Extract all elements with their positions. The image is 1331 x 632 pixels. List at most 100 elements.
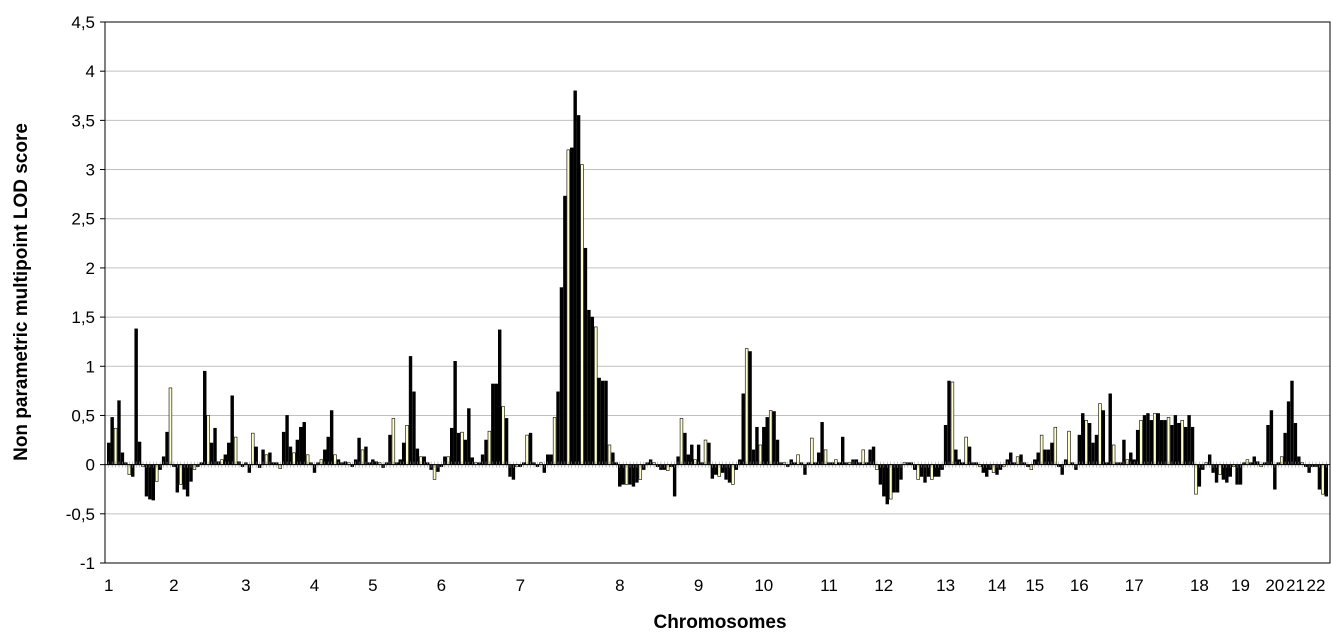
bar <box>1101 410 1106 465</box>
bar <box>810 437 814 465</box>
bar <box>1149 420 1154 465</box>
bar <box>484 439 488 465</box>
bar <box>762 426 766 465</box>
bar <box>892 464 896 493</box>
bar <box>1273 464 1277 490</box>
bar <box>230 395 234 465</box>
bar <box>525 434 529 465</box>
bar <box>175 464 180 493</box>
bar <box>1197 464 1202 487</box>
bar <box>1173 415 1178 465</box>
bar <box>1190 426 1195 465</box>
bar <box>552 417 557 465</box>
x-tick-label-chromosome: 6 <box>437 576 446 595</box>
bar <box>453 361 457 465</box>
bar <box>148 464 152 500</box>
bar <box>497 329 502 465</box>
bar <box>1091 442 1095 465</box>
x-tick-label-chromosome: 7 <box>516 576 525 595</box>
x-tick-label-chromosome: 21 <box>1286 576 1305 595</box>
gridlines <box>105 70 1330 515</box>
bar <box>775 439 780 465</box>
bar <box>504 418 509 465</box>
bar <box>563 195 567 465</box>
bar <box>285 415 289 465</box>
bar <box>144 464 149 497</box>
y-tick-label: 1 <box>86 357 95 376</box>
bar <box>707 442 711 465</box>
bar <box>943 424 948 465</box>
y-tick-label: -0,5 <box>66 505 95 524</box>
plot-area-frame <box>104 21 1331 564</box>
bar <box>1187 415 1191 465</box>
y-axis-title: Non parametric multipoint LOD score <box>11 123 32 461</box>
bar <box>1067 430 1071 465</box>
bar <box>182 464 186 490</box>
y-tick-label: 3 <box>86 161 95 180</box>
x-tick-label-chromosome: 12 <box>874 576 893 595</box>
bar <box>1084 420 1088 465</box>
bar <box>1183 426 1188 465</box>
x-axis-title: Chromosomes <box>653 612 786 632</box>
x-tick-label-chromosome: 16 <box>1070 576 1089 595</box>
bar <box>573 90 577 465</box>
bar <box>1293 423 1298 465</box>
x-tick-label-chromosome: 10 <box>754 576 773 595</box>
bar <box>227 442 231 465</box>
bar <box>631 464 636 487</box>
bar <box>600 380 605 465</box>
bar <box>302 422 306 465</box>
bar <box>467 408 471 465</box>
bar <box>1153 413 1157 465</box>
bar <box>391 418 396 465</box>
bar <box>683 432 687 465</box>
bar <box>491 383 495 465</box>
y-tick-label: -1 <box>80 554 95 573</box>
bar <box>1166 417 1171 465</box>
bar <box>1081 413 1085 465</box>
bar <box>888 464 893 500</box>
bar <box>1135 429 1140 465</box>
bar <box>206 415 210 465</box>
x-tick-label-chromosome: 3 <box>241 576 250 595</box>
bar <box>679 418 684 465</box>
bar <box>1139 420 1143 465</box>
bar <box>559 287 564 465</box>
bar <box>357 437 361 465</box>
x-tick-label-chromosome: 14 <box>988 576 1007 595</box>
bar <box>113 427 118 465</box>
x-tick-label-chromosome: 1 <box>104 576 113 595</box>
bar <box>137 441 142 465</box>
y-tick-label: 2 <box>86 259 95 278</box>
bar <box>1108 393 1112 465</box>
y-tick-label: 2,5 <box>71 210 95 229</box>
bar <box>329 410 334 465</box>
bar <box>487 430 492 465</box>
y-axis-ticks: 4,5 4 3,5 3 2,5 2 1,5 1 0,5 0 -0,5 -1 <box>66 13 105 573</box>
bar <box>1077 434 1082 465</box>
bar <box>576 115 581 465</box>
bar <box>1194 464 1198 495</box>
bar <box>703 439 708 465</box>
bar <box>233 436 238 465</box>
bar <box>840 436 845 465</box>
bar <box>570 147 574 465</box>
x-tick-label-chromosome: 4 <box>310 576 319 595</box>
bar <box>1146 413 1150 465</box>
bar <box>501 406 505 465</box>
bar <box>580 164 584 465</box>
bar <box>1283 432 1287 465</box>
bar <box>1142 415 1147 465</box>
bar <box>947 380 951 465</box>
bar <box>408 356 413 465</box>
bar <box>1269 410 1274 465</box>
bars <box>107 90 1328 505</box>
bar <box>388 434 392 465</box>
y-tick-label: 0,5 <box>71 406 95 425</box>
bar <box>590 316 595 465</box>
bar <box>251 432 255 465</box>
x-tick-label-chromosome: 17 <box>1125 576 1144 595</box>
bar <box>1039 434 1044 465</box>
bar <box>587 309 591 465</box>
